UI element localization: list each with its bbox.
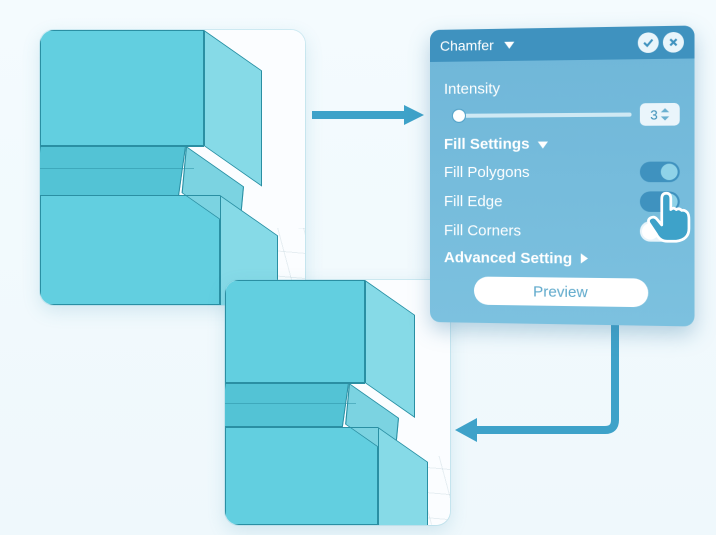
fill-polygons-toggle[interactable] xyxy=(640,162,680,183)
fill-corners-row: Fill Corners xyxy=(444,220,680,242)
fill-corners-toggle[interactable] xyxy=(640,221,680,242)
arrow-before-to-panel xyxy=(312,105,424,125)
cancel-button[interactable] xyxy=(663,32,684,53)
chamfer-panel: Chamfer Intensity 3 Fill Settings xyxy=(430,25,695,326)
intensity-value[interactable]: 3 xyxy=(640,103,680,126)
fill-corners-label: Fill Corners xyxy=(444,222,640,240)
chevron-right-icon xyxy=(581,253,588,263)
fill-settings-section[interactable]: Fill Settings xyxy=(444,135,680,153)
panel-title: Chamfer xyxy=(440,37,494,54)
fill-edge-label: Fill Edge xyxy=(444,193,640,211)
viewport-after xyxy=(225,280,450,525)
confirm-button[interactable] xyxy=(638,32,659,53)
fill-edge-toggle[interactable] xyxy=(640,191,680,212)
panel-menu-caret-icon[interactable] xyxy=(504,41,514,48)
preview-button[interactable]: Preview xyxy=(474,277,648,308)
panel-header: Chamfer xyxy=(430,25,695,62)
fill-settings-label: Fill Settings xyxy=(444,136,530,153)
advanced-setting-label: Advanced Setting xyxy=(444,249,572,267)
preview-button-label: Preview xyxy=(533,283,588,301)
intensity-slider[interactable] xyxy=(452,113,632,118)
intensity-row: Intensity xyxy=(444,78,680,98)
chevron-down-icon xyxy=(538,142,548,149)
fill-polygons-row: Fill Polygons xyxy=(444,162,680,183)
intensity-label: Intensity xyxy=(444,78,680,98)
fill-polygons-label: Fill Polygons xyxy=(444,163,640,180)
viewport-before xyxy=(40,30,305,305)
fill-edge-row: Fill Edge xyxy=(444,191,680,212)
advanced-setting-section[interactable]: Advanced Setting xyxy=(444,249,680,269)
